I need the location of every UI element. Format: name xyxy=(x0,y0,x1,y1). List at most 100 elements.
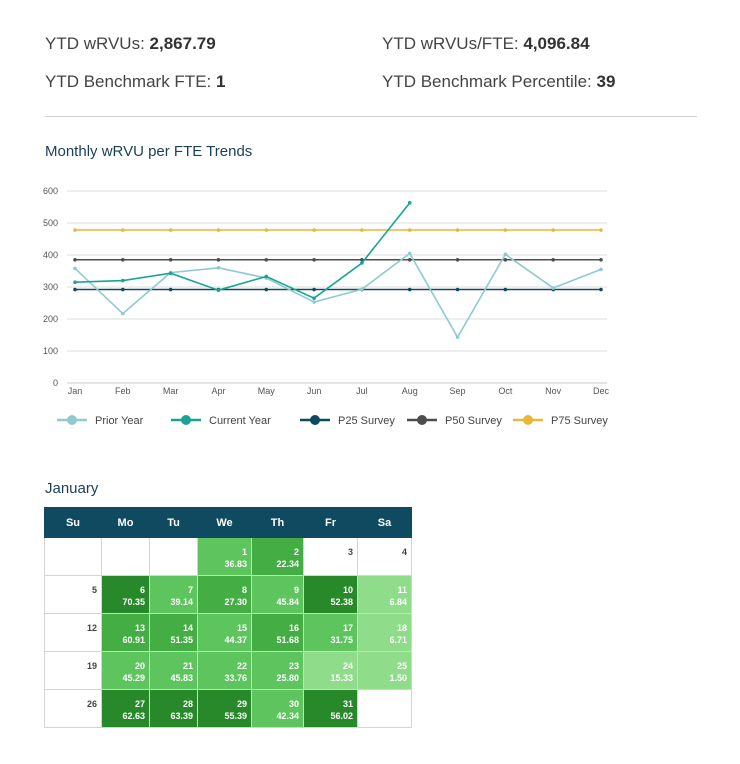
data-point xyxy=(73,280,77,284)
day-value: 25.80 xyxy=(276,673,299,683)
benchmark-percentile-value: 39 xyxy=(596,72,616,91)
day-number: 15 xyxy=(236,623,247,633)
calendar-day-cell: 16 51.68 xyxy=(251,613,304,652)
x-tick-label: Oct xyxy=(498,386,513,396)
calendar-day-cell: 25 1.50 xyxy=(357,651,412,690)
legend-marker xyxy=(417,415,427,425)
day-number: 20 xyxy=(134,661,145,671)
day-number: 26 xyxy=(86,699,97,709)
weekday-header: Sa xyxy=(357,507,412,538)
data-point xyxy=(599,258,603,262)
ytd-wrvus-stat: YTD wRVUs: 2,867.79 xyxy=(45,34,216,54)
data-point xyxy=(503,252,508,257)
ytd-wrvus-value: 2,867.79 xyxy=(149,34,216,53)
day-value: 45.29 xyxy=(122,673,145,683)
data-point xyxy=(168,228,173,232)
calendar-day-cell: 10 52.38 xyxy=(303,575,358,614)
day-number: 13 xyxy=(134,623,145,633)
calendar-day-cell: 29 55.39 xyxy=(197,689,252,728)
data-point xyxy=(121,311,125,316)
day-value: 39.14 xyxy=(170,597,193,607)
data-point xyxy=(216,228,221,232)
day-value: 6.84 xyxy=(389,597,407,607)
calendar-day-cell: 30 42.34 xyxy=(251,689,304,728)
day-value: 62.63 xyxy=(122,711,145,721)
calendar-day-cell xyxy=(357,689,412,728)
x-tick-label: May xyxy=(258,386,276,396)
data-point xyxy=(121,278,125,283)
legend-label: P75 Survey xyxy=(551,415,608,427)
day-number: 17 xyxy=(342,623,353,633)
day-number: 3 xyxy=(347,547,353,557)
x-tick-label: Mar xyxy=(163,386,179,396)
data-point xyxy=(312,258,316,262)
calendar-day-cell: 15 44.37 xyxy=(197,613,252,652)
day-number: 8 xyxy=(241,585,247,595)
summary-stats: YTD wRVUs: 2,867.79 YTD wRVUs/FTE: 4,096… xyxy=(45,28,700,98)
data-point xyxy=(599,267,603,272)
data-point xyxy=(407,258,412,262)
data-point xyxy=(121,258,125,262)
x-tick-label: Feb xyxy=(115,386,131,396)
legend-marker xyxy=(310,415,320,425)
data-point xyxy=(360,287,364,292)
day-value: 55.39 xyxy=(224,711,247,721)
data-point xyxy=(551,286,555,290)
weekday-header: Su xyxy=(44,507,102,538)
calendar-day-cell: 31 56.02 xyxy=(303,689,358,728)
data-point xyxy=(455,335,460,340)
day-number: 6 xyxy=(139,585,145,595)
x-tick-label: Apr xyxy=(211,386,225,396)
x-tick-label: Jun xyxy=(307,386,322,396)
ytd-wrvus-fte-stat: YTD wRVUs/FTE: 4,096.84 xyxy=(382,34,590,54)
calendar-day-cell: 3 xyxy=(303,537,358,576)
day-value: 31.75 xyxy=(330,635,353,645)
day-value: 42.34 xyxy=(276,711,299,721)
calendar-day-cell: 6 70.35 xyxy=(101,575,150,614)
day-value: 6.71 xyxy=(389,635,407,645)
day-number: 5 xyxy=(91,585,97,595)
day-number: 1 xyxy=(241,547,247,557)
calendar-day-cell: 26 xyxy=(44,689,102,728)
y-tick-label: 400 xyxy=(43,250,58,260)
data-point xyxy=(264,258,269,262)
day-number: 16 xyxy=(288,623,299,633)
data-point xyxy=(407,228,412,232)
calendar-day-cell: 2 22.34 xyxy=(251,537,304,576)
calendar-day-cell: 4 xyxy=(357,537,412,576)
ytd-wrvus-fte-value: 4,096.84 xyxy=(523,34,590,53)
data-point xyxy=(73,266,77,271)
legend-marker xyxy=(523,415,533,425)
day-number: 29 xyxy=(236,699,247,709)
day-number: 19 xyxy=(86,661,97,671)
day-value: 56.02 xyxy=(330,711,353,721)
day-number: 2 xyxy=(293,547,299,557)
data-point xyxy=(312,287,316,292)
weekday-header: Fr xyxy=(303,507,358,538)
data-point xyxy=(360,261,364,265)
day-number: 27 xyxy=(134,699,145,709)
x-tick-label: Dec xyxy=(593,386,610,396)
calendar-body: 1 36.83 2 22.34 3 4 5 6 70.35 7 39.14 8 27.30 9 45.84 1… xyxy=(44,537,412,728)
calendar-week-row: 19 20 45.29 21 45.83 22 33.76 23 25.80 24 15.33 25 1… xyxy=(44,651,412,690)
y-tick-label: 0 xyxy=(53,378,58,388)
day-number: 31 xyxy=(342,699,353,709)
calendar-day-cell: 22 33.76 xyxy=(197,651,252,690)
data-point xyxy=(168,258,173,262)
data-point xyxy=(551,228,555,232)
data-point xyxy=(407,251,412,256)
day-number: 25 xyxy=(396,661,407,671)
calendar-day-cell xyxy=(44,537,102,576)
calendar-day-cell: 12 xyxy=(44,613,102,652)
calendar-day-cell: 9 45.84 xyxy=(251,575,304,614)
data-point xyxy=(216,288,221,292)
day-number: 11 xyxy=(397,585,407,595)
day-value: 45.84 xyxy=(276,597,299,607)
x-tick-label: Sep xyxy=(450,386,466,396)
y-tick-label: 200 xyxy=(43,314,58,324)
day-value: 60.91 xyxy=(122,635,145,645)
x-tick-label: Nov xyxy=(545,386,562,396)
y-tick-label: 300 xyxy=(43,282,58,292)
day-value: 36.83 xyxy=(224,559,247,569)
day-number: 4 xyxy=(401,547,407,557)
